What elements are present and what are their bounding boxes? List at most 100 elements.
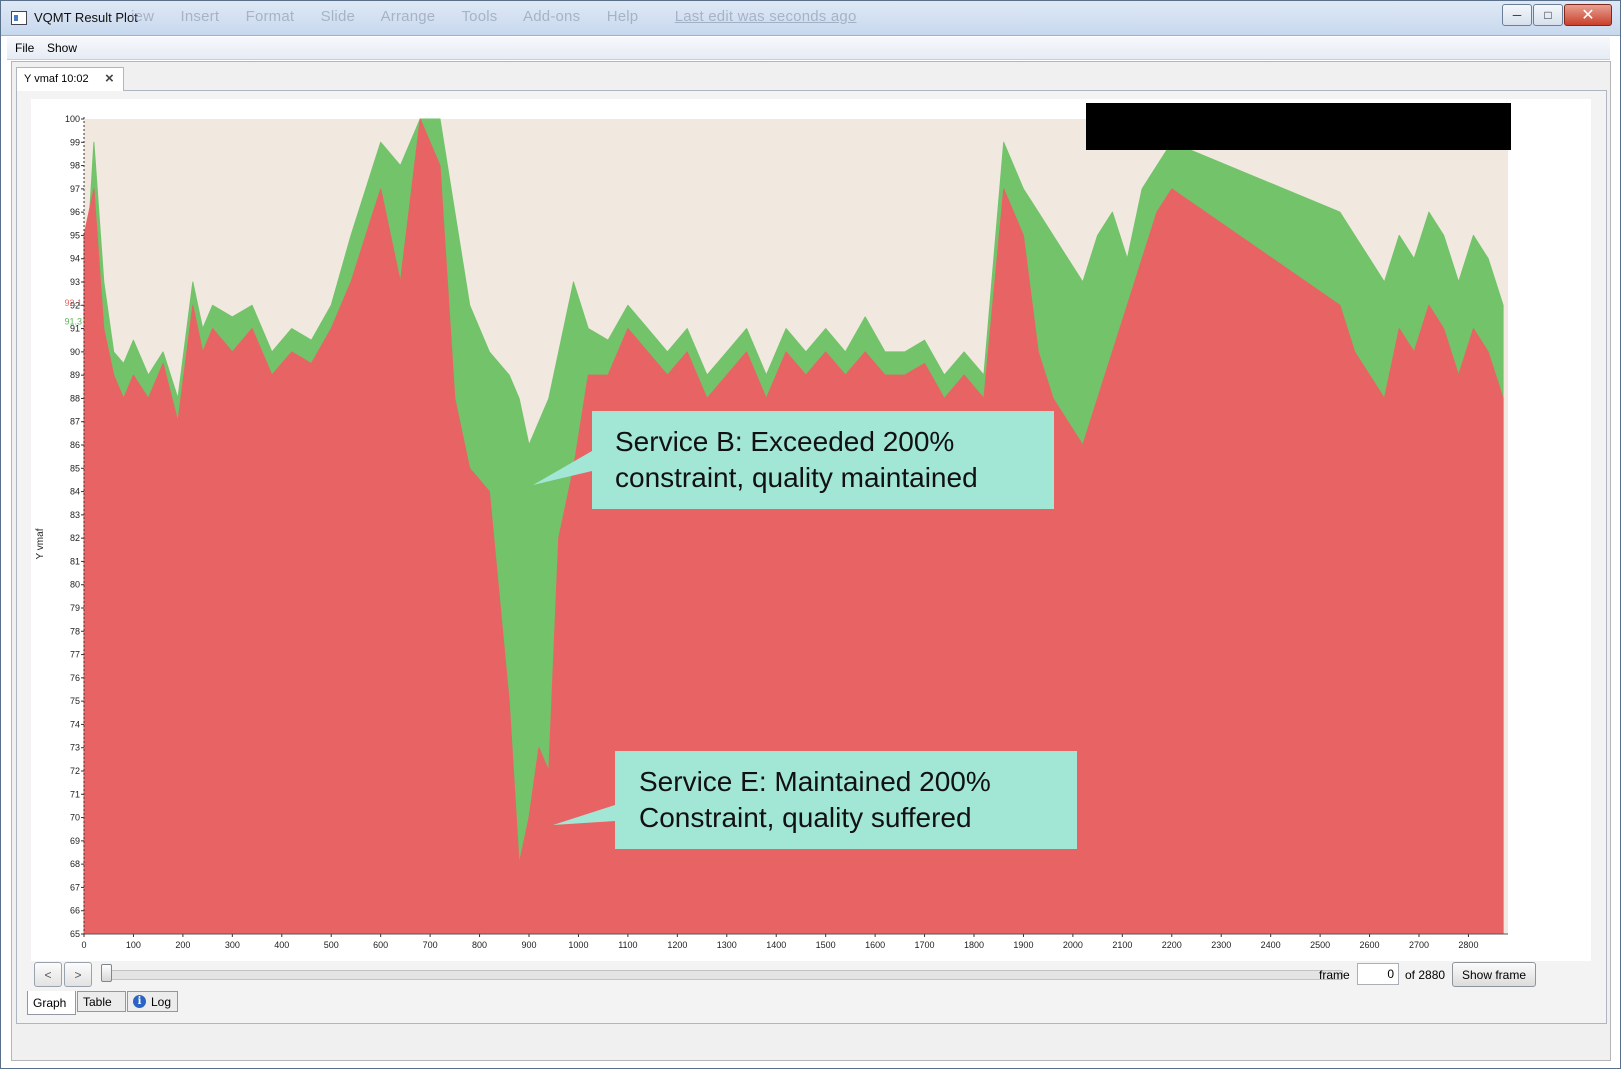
menu-bar: File Show [7, 37, 1610, 60]
x-tick-label: 1500 [816, 940, 836, 950]
y-average-marker: 91.3 [64, 317, 82, 327]
maximize-icon: □ [1544, 8, 1552, 22]
y-tick-label: 82 [70, 533, 80, 543]
y-tick-label: 95 [70, 230, 80, 240]
ghost-edit-link: Last edit was seconds ago [674, 8, 857, 25]
close-tab-icon[interactable]: × [105, 70, 114, 87]
show-frame-button[interactable]: Show frame [1452, 962, 1536, 987]
y-tick-label: 100 [65, 114, 80, 124]
callout-service-b: Service B: Exceeded 200% constraint, qua… [533, 411, 1054, 509]
tab-graph[interactable]: Graph [27, 991, 76, 1015]
close-window-button[interactable]: ✕ [1564, 4, 1612, 26]
tab-log[interactable]: i Log [127, 991, 178, 1012]
x-tick-label: 2500 [1310, 940, 1330, 950]
x-tick-label: 1000 [568, 940, 588, 950]
ghost-menu-item: Insert [180, 8, 220, 25]
frame-controls: < > frame of 2880 Show frame [31, 962, 1591, 990]
frame-number-input[interactable] [1357, 963, 1399, 985]
callout-e-line1: Service E: Maintained 200% [639, 766, 991, 797]
callout-b-box [592, 411, 1054, 509]
next-frame-button[interactable]: > [64, 962, 92, 987]
menu-show[interactable]: Show [47, 41, 78, 55]
y-tick-label: 89 [70, 370, 80, 380]
y-axis-label: Y vmaf [35, 528, 46, 559]
y-tick-label: 96 [70, 207, 80, 217]
y-tick-label: 77 [70, 650, 80, 660]
tab-y-vmaf[interactable]: Y vmaf 10:02 × [16, 67, 124, 91]
y-tick-label: 99 [70, 137, 80, 147]
info-icon: i [133, 995, 146, 1008]
callout-b-pointer [533, 451, 592, 485]
x-tick-label: 2400 [1261, 940, 1281, 950]
callout-b-line1: Service B: Exceeded 200% [615, 426, 954, 457]
prev-frame-button[interactable]: < [34, 962, 62, 987]
y-average-marker: 92.1 [64, 298, 82, 308]
window-controls: ─ □ ✕ [1501, 4, 1612, 26]
vmaf-chart[interactable]: 65 66 67 68 69 70 71 72 73 74 75 76 77 78 79 80 81 82 83 84… [31, 99, 1591, 961]
x-tick-label: 300 [225, 940, 240, 950]
y-tick-label: 70 [70, 813, 80, 823]
x-tick-label: 1300 [717, 940, 737, 950]
x-tick-label: 900 [521, 940, 536, 950]
title-bar: VQMT Result Plot iew Insert Format Slide… [1, 1, 1620, 36]
background-app-menu: iew Insert Format Slide Arrange Tools Ad… [131, 8, 879, 25]
x-tick-label: 100 [126, 940, 141, 950]
ghost-menu-item: Arrange [380, 8, 436, 25]
y-tick-label: 88 [70, 393, 80, 403]
minimize-button[interactable]: ─ [1502, 4, 1532, 26]
x-tick-label: 0 [81, 940, 86, 950]
y-tick-label: 74 [70, 719, 80, 729]
ghost-menu-item: Tools [461, 8, 498, 25]
x-tick-label: 1400 [766, 940, 786, 950]
ghost-menu-item: Add-ons [523, 8, 581, 25]
x-tick-label: 2600 [1360, 940, 1380, 950]
plot-area[interactable]: 65 66 67 68 69 70 71 72 73 74 75 76 77 78 79 80 81 82 83 84… [31, 99, 1591, 961]
y-tick-label: 85 [70, 463, 80, 473]
x-tick-label: 2300 [1211, 940, 1231, 950]
callout-service-e: Service E: Maintained 200% Constraint, q… [553, 751, 1077, 849]
x-tick-label: 2000 [1063, 940, 1083, 950]
frame-slider[interactable] [106, 970, 1343, 980]
x-tick-label: 700 [423, 940, 438, 950]
x-tick-label: 1800 [964, 940, 984, 950]
y-tick-label: 97 [70, 184, 80, 194]
x-tick-label: 1700 [915, 940, 935, 950]
x-tick-label: 2700 [1409, 940, 1429, 950]
x-tick-label: 2100 [1112, 940, 1132, 950]
y-tick-label: 93 [70, 277, 80, 287]
x-tick-label: 600 [373, 940, 388, 950]
minimize-icon: ─ [1512, 8, 1522, 22]
maximize-button[interactable]: □ [1533, 4, 1563, 26]
y-tick-label: 78 [70, 626, 80, 636]
x-tick-label: 1600 [865, 940, 885, 950]
series-area-1 [83, 118, 1504, 935]
tab-table-label: Table [83, 994, 112, 1009]
window-title: VQMT Result Plot [34, 10, 138, 25]
menu-file[interactable]: File [15, 41, 35, 55]
y-tick-label: 69 [70, 836, 80, 846]
y-tick-label: 73 [70, 743, 80, 753]
x-tick-label: 800 [472, 940, 487, 950]
frame-label: frame [1319, 968, 1350, 982]
x-tick-label: 400 [274, 940, 289, 950]
y-tick-label: 67 [70, 882, 80, 892]
frame-slider-handle[interactable] [101, 964, 112, 982]
close-icon: ✕ [1581, 7, 1595, 24]
ghost-menu-item: Format [245, 8, 295, 25]
x-tick-label: 2200 [1162, 940, 1182, 950]
redaction-bar [1086, 103, 1511, 150]
y-tick-label: 98 [70, 161, 80, 171]
x-tick-label: 1100 [618, 940, 637, 950]
tab-graph-label: Graph [33, 995, 67, 1010]
y-tick-label: 66 [70, 906, 80, 916]
x-tick-label: 200 [175, 940, 190, 950]
callout-b-line2: constraint, quality maintained [615, 462, 978, 493]
app-icon [11, 11, 27, 25]
tab-table[interactable]: Table [77, 991, 126, 1012]
y-tick-label: 75 [70, 696, 80, 706]
y-tick-label: 84 [70, 487, 80, 497]
callout-e-box [615, 751, 1077, 849]
tab-label: Y vmaf 10:02 [24, 73, 89, 85]
y-tick-label: 81 [70, 556, 80, 566]
